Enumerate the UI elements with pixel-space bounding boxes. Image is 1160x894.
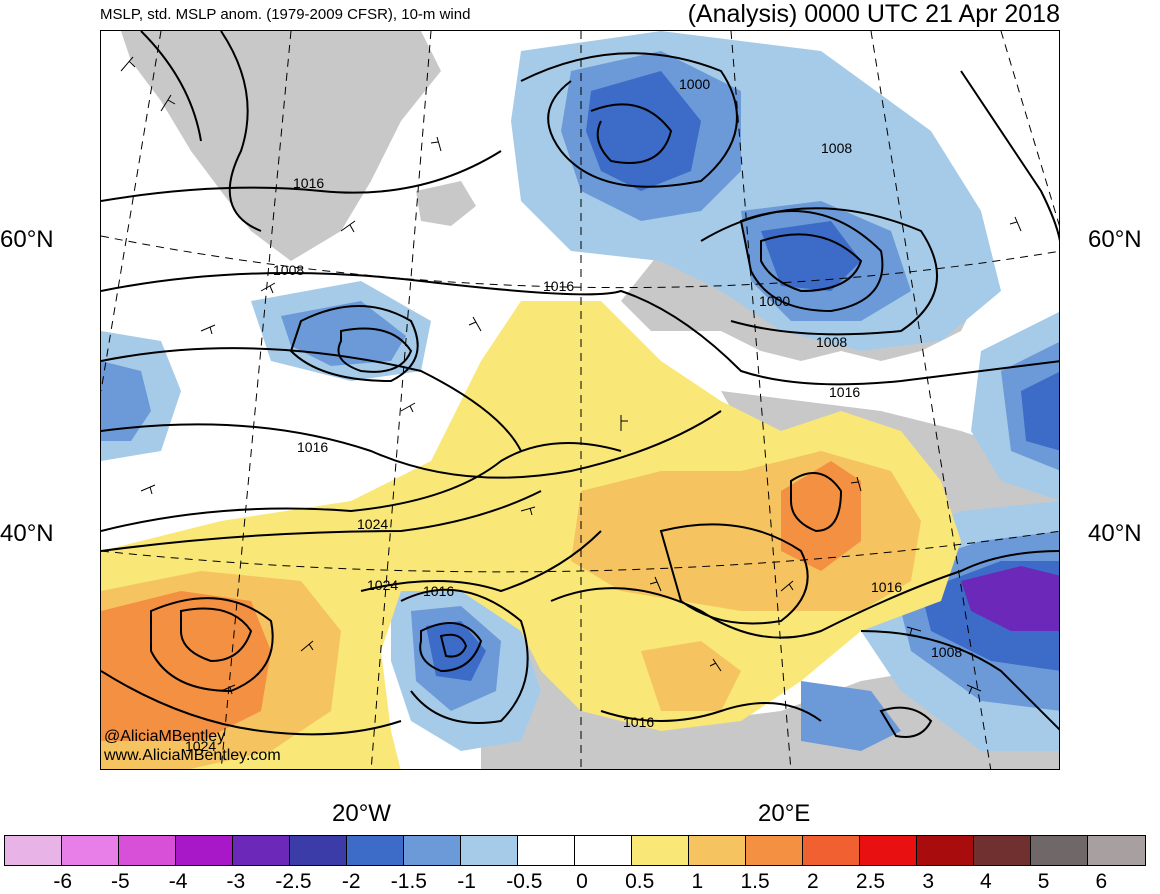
isobar-label: 1016 bbox=[293, 175, 324, 191]
lat-label-40n-right: 40°N bbox=[1088, 520, 1142, 547]
isobar-label: 1024 bbox=[367, 577, 398, 593]
lon-label-20w: 20°W bbox=[332, 800, 391, 827]
lat-label-60n-right: 60°N bbox=[1088, 226, 1142, 253]
isobar-label: 1008 bbox=[273, 262, 304, 278]
colorbar-swatch bbox=[233, 836, 290, 865]
colorbar-swatch bbox=[290, 836, 347, 865]
colorbar-swatch bbox=[860, 836, 917, 865]
colorbar-tick-label: -6 bbox=[53, 870, 73, 893]
colorbar-tick-label: 0.5 bbox=[625, 870, 655, 893]
analysis-time-title: (Analysis) 0000 UTC 21 Apr 2018 bbox=[687, 0, 1060, 28]
colorbar-swatch bbox=[176, 836, 233, 865]
colorbar-tick-label: 6 bbox=[1095, 870, 1108, 893]
colorbar-swatch bbox=[518, 836, 575, 865]
isobar-label: 1000 bbox=[679, 76, 710, 92]
colorbar-swatch bbox=[575, 836, 632, 865]
colorbar-tick-label: -1.5 bbox=[390, 870, 427, 893]
colorbar-tick-label: -2.5 bbox=[275, 870, 312, 893]
isobar-label: 1016 bbox=[297, 439, 328, 455]
isobar-label: 1008 bbox=[931, 644, 962, 660]
colorbar-swatch bbox=[1031, 836, 1088, 865]
colorbar-swatch bbox=[347, 836, 404, 865]
colorbar-tick-label: -5 bbox=[111, 870, 130, 893]
graticule bbox=[101, 31, 1059, 769]
isobar-label: 1016 bbox=[623, 714, 654, 730]
wind-barbs bbox=[120, 56, 1022, 695]
colorbar-tick-label: -1 bbox=[457, 870, 476, 893]
lat-label-40n-left: 40°N bbox=[0, 520, 54, 547]
isobar-label: 1016 bbox=[543, 278, 574, 294]
colorbar-tick-label: 5 bbox=[1037, 870, 1050, 893]
colorbar-tick-label: -4 bbox=[168, 870, 188, 893]
author-website: www.AliciaMBentley.com bbox=[104, 747, 281, 764]
isobar-label: 1024 bbox=[357, 516, 388, 532]
iceland-landmass bbox=[416, 181, 476, 226]
isobar-labels: 1000 1008 1016 1008 1016 1000 1008 1016 … bbox=[185, 76, 962, 754]
weather-map: 1000 1008 1016 1008 1016 1000 1008 1016 … bbox=[101, 31, 1059, 769]
isobar-label: 1024 bbox=[185, 738, 216, 754]
isobar-label: 1016 bbox=[871, 579, 902, 595]
colorbar-tick-label: 2 bbox=[806, 870, 819, 893]
north-africa-landmass bbox=[481, 591, 1059, 769]
positive-anomaly-shading bbox=[101, 301, 961, 769]
negative-anomaly-shading bbox=[101, 31, 1059, 751]
isobars bbox=[101, 31, 1059, 738]
author-credit: @AliciaMBentley bbox=[104, 728, 226, 745]
colorbar-tick-label: 1.5 bbox=[740, 870, 770, 893]
greenland-landmass bbox=[121, 31, 441, 261]
isobar-label: 1016 bbox=[829, 384, 860, 400]
colorbar-tick-label: 3 bbox=[922, 870, 935, 893]
lat-label-60n-left: 60°N bbox=[0, 226, 54, 253]
colorbar-swatch bbox=[917, 836, 974, 865]
colorbar-swatch bbox=[632, 836, 689, 865]
anomaly-colorbar bbox=[4, 835, 1146, 866]
colorbar-swatch bbox=[803, 836, 860, 865]
map-panel: 1000 1008 1016 1008 1016 1000 1008 1016 … bbox=[100, 30, 1060, 770]
map-description-title: MSLP, std. MSLP anom. (1979-2009 CFSR), … bbox=[100, 6, 471, 23]
isobar-label: 1008 bbox=[821, 140, 852, 156]
colorbar-swatch bbox=[461, 836, 518, 865]
colorbar-tick-label: -2 bbox=[341, 870, 361, 893]
colorbar-tick-label: 1 bbox=[691, 870, 704, 893]
colorbar-swatch bbox=[119, 836, 176, 865]
colorbar-swatch bbox=[404, 836, 461, 865]
colorbar-swatch bbox=[974, 836, 1031, 865]
colorbar-tick-label: 4 bbox=[980, 870, 992, 893]
lon-label-20e: 20°E bbox=[758, 800, 811, 827]
isobar-label: 1016 bbox=[423, 583, 454, 599]
colorbar-swatch bbox=[689, 836, 746, 865]
colorbar-tick-label: 2.5 bbox=[855, 870, 886, 893]
isobar-label: 1000 bbox=[759, 293, 790, 309]
colorbar-tick-label: 0 bbox=[576, 870, 588, 893]
colorbar-swatch bbox=[746, 836, 803, 865]
colorbar-swatch bbox=[62, 836, 119, 865]
colorbar-tick-label: -3 bbox=[226, 870, 246, 893]
colorbar-swatch bbox=[1088, 836, 1145, 865]
colorbar-tick-label: -0.5 bbox=[506, 870, 543, 893]
isobar-label: 1008 bbox=[816, 334, 847, 350]
colorbar-swatch bbox=[5, 836, 62, 865]
